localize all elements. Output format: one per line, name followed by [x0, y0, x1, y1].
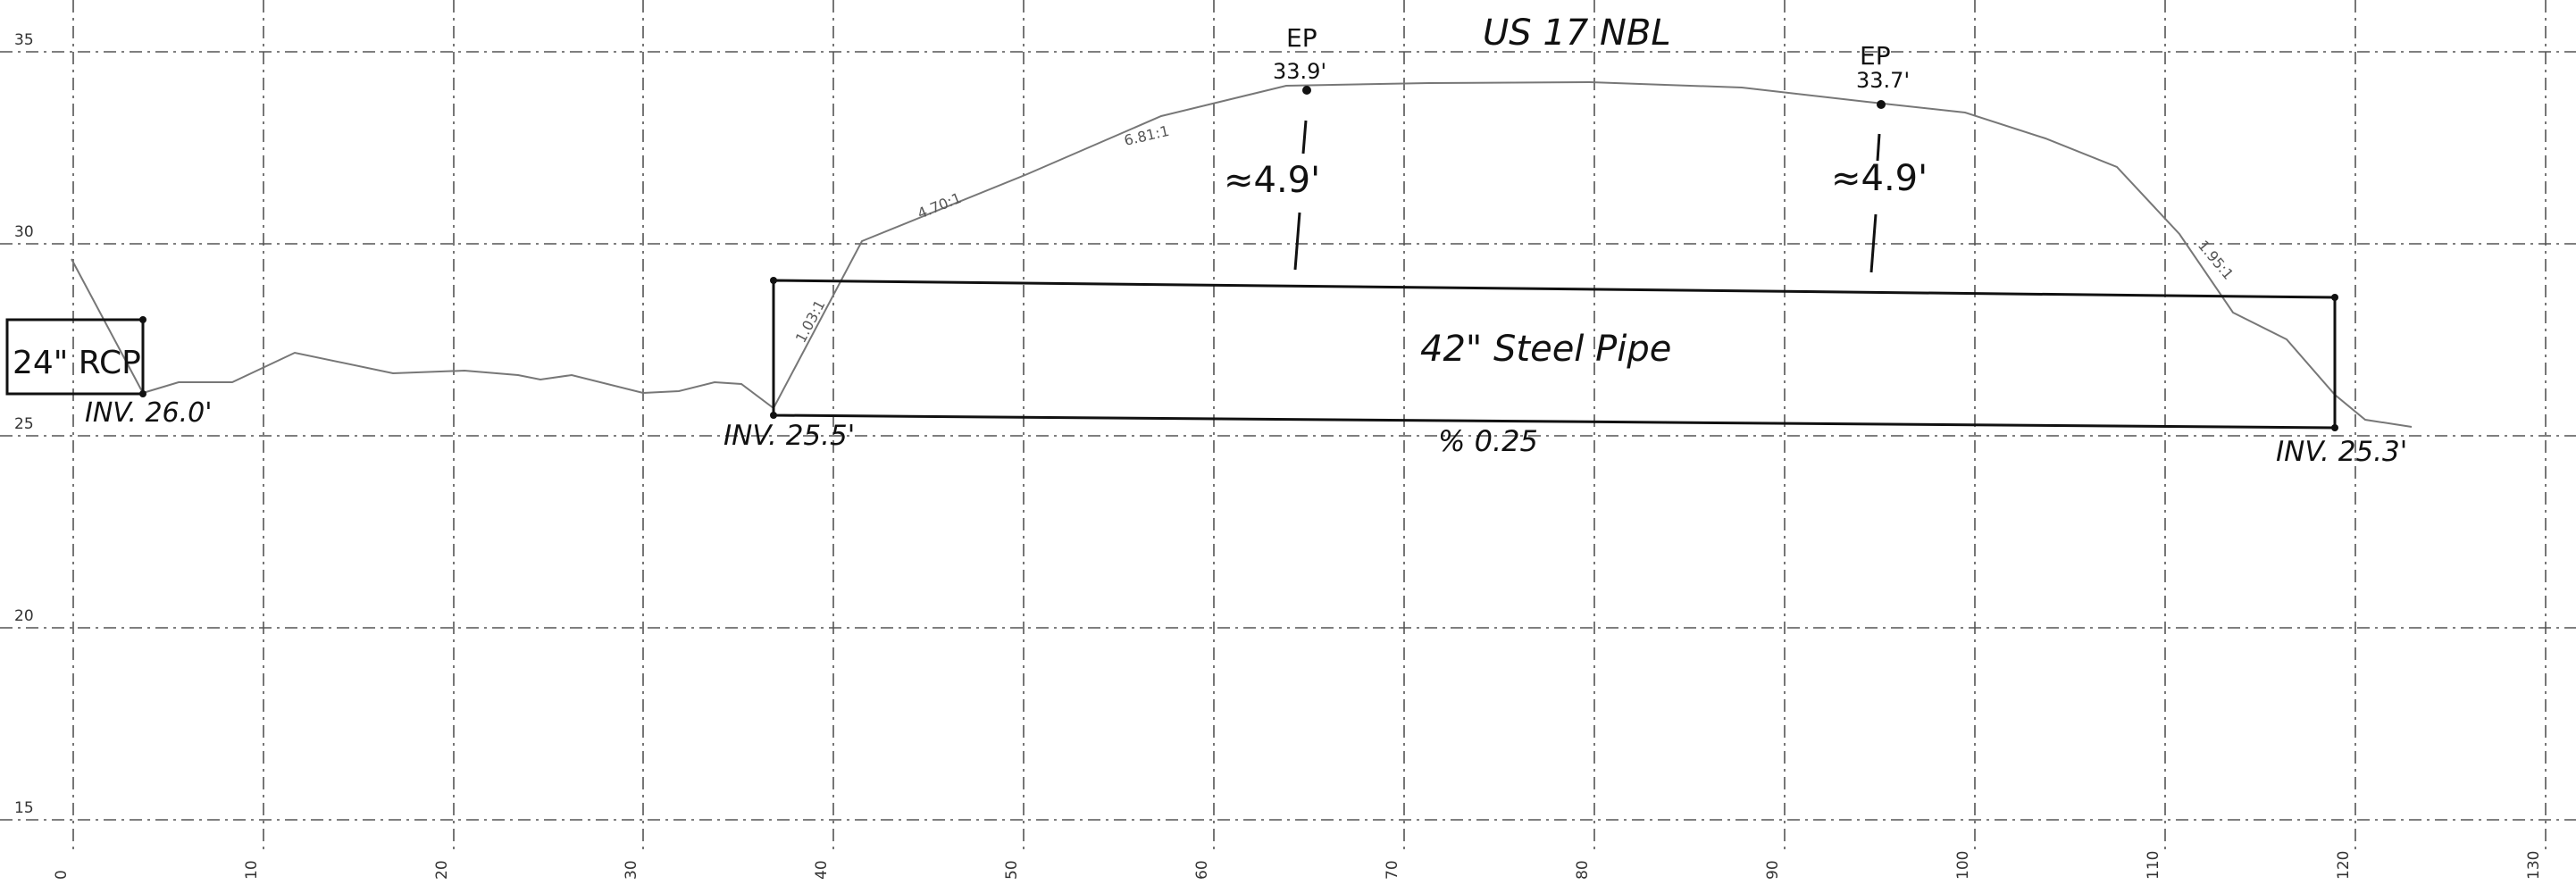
x-tick-label: 60 — [1193, 860, 1211, 880]
x-tick-label: 100 — [1954, 851, 1972, 880]
y-tick-label: 20 — [14, 607, 34, 625]
ep-dimension-line — [1293, 212, 1301, 271]
ground-profile-line — [71, 80, 2413, 428]
y-tick-label: 15 — [14, 799, 34, 817]
x-tick-label: 110 — [2145, 851, 2162, 880]
x-tick-label: 10 — [243, 860, 261, 880]
ep-dimension-line — [1301, 120, 1308, 154]
slope-label: 1.03:1 — [792, 297, 829, 346]
x-tick-label: 40 — [813, 860, 831, 880]
edge-of-pavement-2: EP 33.7' ≈4.9' — [1831, 41, 1928, 273]
culvert-point — [139, 390, 146, 397]
culvert-rcp-outline — [5, 318, 145, 396]
culvert-rcp-24: 24" RCP INV. 26.0' — [5, 316, 213, 429]
pipe-inlet-invert: INV. 25.5' — [723, 420, 855, 452]
slope-label: 6.81:1 — [1123, 122, 1171, 149]
x-tick-label: 80 — [1574, 860, 1592, 880]
ep-label: EP — [1286, 23, 1317, 53]
x-tick-label: 20 — [433, 860, 451, 880]
pipe-slope-label: % 0.25 — [1438, 424, 1538, 458]
x-tick-label: 70 — [1384, 860, 1401, 880]
ep-label: EP — [1860, 41, 1891, 71]
ep-dimension-line — [1869, 213, 1878, 273]
x-axis-labels: 0 10 20 30 40 50 60 70 80 90 100 110 120… — [53, 851, 2543, 880]
page-title: US 17 NBL — [1483, 13, 1671, 54]
y-tick-label: 30 — [14, 223, 34, 241]
ep-cover: ≈4.9' — [1224, 160, 1320, 201]
edge-of-pavement-1: EP 33.9' ≈4.9' — [1224, 23, 1326, 271]
x-tick-label: 130 — [2525, 851, 2543, 880]
x-tick-label: 30 — [623, 860, 640, 880]
x-tick-label: 120 — [2335, 851, 2353, 880]
pipe-point — [2331, 294, 2338, 301]
pipe-point — [770, 412, 777, 419]
ep-dimension-line — [1876, 133, 1881, 162]
x-tick-label: 90 — [1764, 860, 1782, 880]
pipe-point — [2331, 424, 2338, 431]
slope-label: 4.70:1 — [915, 189, 964, 222]
y-axis-labels: 35 30 25 20 15 — [14, 31, 34, 817]
ep-cover: ≈4.9' — [1831, 158, 1928, 199]
culvert-invert-label: INV. 26.0' — [85, 397, 213, 429]
pipe-outlet-invert: INV. 25.3' — [2276, 436, 2407, 468]
culvert-point — [139, 316, 146, 323]
x-tick-label: 0 — [53, 870, 71, 880]
x-tick-label: 50 — [1003, 860, 1021, 880]
pipe-point — [770, 277, 777, 284]
pipe-label: 42" Steel Pipe — [1420, 329, 1671, 370]
ep-elevation: 33.7' — [1856, 68, 1910, 93]
y-tick-label: 25 — [14, 415, 34, 433]
steel-pipe-42: 42" Steel Pipe INV. 25.5' INV. 25.3' % 0… — [723, 277, 2407, 468]
ep-point — [1877, 100, 1886, 109]
culvert-label: 24" RCP — [13, 345, 141, 381]
grid — [0, 0, 2576, 853]
y-tick-label: 35 — [14, 31, 34, 49]
ep-point — [1302, 86, 1311, 95]
ep-elevation: 33.9' — [1273, 59, 1326, 84]
